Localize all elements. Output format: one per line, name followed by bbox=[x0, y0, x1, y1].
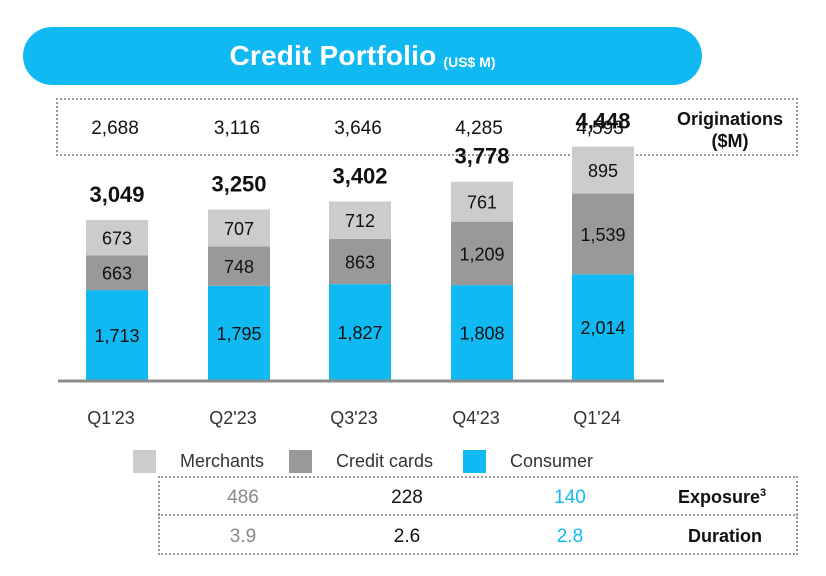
exposure-label: Exposure3 bbox=[678, 487, 766, 508]
duration-consumer: 2.8 bbox=[556, 526, 584, 547]
bar-merchants bbox=[208, 209, 270, 247]
legend-label-merchants: Merchants bbox=[180, 451, 265, 471]
stacked-bar-chart: 1,713 663 673 3,049 Q1'23 1,795 748 707 3,250 Q2'… bbox=[58, 109, 664, 428]
duration-merchants: 3.9 bbox=[229, 526, 257, 547]
bar-credit-cards bbox=[208, 246, 270, 286]
bar-label-consumer: 1,808 bbox=[459, 324, 504, 344]
bar-label-credit-cards: 748 bbox=[224, 257, 254, 277]
bar-total-label: 3,402 bbox=[332, 163, 387, 188]
bar-label-consumer: 1,713 bbox=[94, 326, 139, 346]
legend-swatch-merchants bbox=[133, 450, 156, 473]
originations-label-line2: ($M) bbox=[711, 131, 749, 151]
duration-credit-cards: 2.6 bbox=[393, 526, 421, 547]
bar-merchants bbox=[451, 181, 513, 222]
bar-consumer bbox=[572, 274, 634, 380]
bar-total-label: 4,448 bbox=[575, 109, 630, 134]
title-banner: Credit Portfolio (US$ M) bbox=[23, 27, 702, 85]
bar-label-merchants: 761 bbox=[467, 193, 497, 213]
bar-consumer bbox=[86, 290, 148, 380]
exposure-credit-cards: 228 bbox=[391, 487, 423, 508]
bar-credit-cards bbox=[86, 255, 148, 291]
bar-label-credit-cards: 1,539 bbox=[580, 225, 625, 245]
x-tick-label: Q4'23 bbox=[452, 408, 499, 428]
x-tick-label: Q2'23 bbox=[209, 408, 256, 428]
exposure-footnote: 3 bbox=[760, 487, 767, 499]
originations-box bbox=[56, 98, 798, 156]
page-title: Credit Portfolio bbox=[229, 40, 437, 71]
originations-label: Originations ($M) bbox=[670, 108, 790, 152]
legend-label-consumer: Consumer bbox=[510, 451, 594, 471]
origination-value: 2,688 bbox=[91, 118, 139, 139]
legend-swatch-consumer bbox=[463, 450, 486, 473]
origination-value: 4,593 bbox=[576, 118, 624, 139]
bar-total-label: 3,049 bbox=[89, 182, 144, 207]
bar-label-merchants: 707 bbox=[224, 219, 254, 239]
bar-credit-cards bbox=[329, 238, 391, 285]
bar-label-credit-cards: 1,209 bbox=[459, 244, 504, 264]
bar-label-consumer: 1,827 bbox=[337, 323, 382, 343]
legend-swatch-credit-cards bbox=[289, 450, 312, 473]
bar-merchants bbox=[572, 146, 634, 194]
bar-label-merchants: 673 bbox=[102, 229, 132, 249]
bar-total-label: 3,778 bbox=[454, 144, 509, 169]
bar-label-consumer: 2,014 bbox=[580, 318, 625, 338]
bar-consumer bbox=[451, 285, 513, 380]
bar-label-merchants: 895 bbox=[588, 161, 618, 181]
exposure-divider bbox=[158, 514, 798, 516]
origination-value: 3,116 bbox=[213, 118, 261, 139]
page-title-unit: (US$ M) bbox=[443, 54, 496, 70]
legend-label-credit-cards: Credit cards bbox=[336, 451, 434, 471]
legend-item-credit-cards: Credit cards bbox=[289, 450, 433, 473]
bar-merchants bbox=[329, 201, 391, 239]
originations-label-line1: Originations bbox=[676, 109, 783, 129]
x-tick-label: Q3'23 bbox=[330, 408, 377, 428]
x-tick-label: Q1'24 bbox=[573, 408, 620, 428]
origination-value: 3,646 bbox=[334, 118, 382, 139]
bar-merchants bbox=[86, 220, 148, 256]
bar-total-label: 3,250 bbox=[211, 171, 266, 196]
legend-item-consumer: Consumer bbox=[463, 450, 593, 473]
bar-credit-cards bbox=[572, 193, 634, 275]
bar-label-merchants: 712 bbox=[345, 211, 375, 231]
origination-value: 4,285 bbox=[455, 118, 503, 139]
bar-consumer bbox=[329, 284, 391, 380]
bar-label-consumer: 1,795 bbox=[216, 324, 261, 344]
bar-label-credit-cards: 663 bbox=[102, 264, 132, 284]
bar-label-credit-cards: 863 bbox=[345, 252, 375, 272]
exposure-merchants: 486 bbox=[227, 487, 259, 508]
bar-credit-cards bbox=[451, 221, 513, 286]
bar-consumer bbox=[208, 285, 270, 380]
duration-label: Duration bbox=[688, 526, 762, 546]
exposure-label-text: Exposure bbox=[678, 487, 761, 507]
x-tick-label: Q1'23 bbox=[87, 408, 134, 428]
exposure-consumer: 140 bbox=[554, 487, 586, 508]
legend-item-merchants: Merchants bbox=[133, 450, 264, 473]
